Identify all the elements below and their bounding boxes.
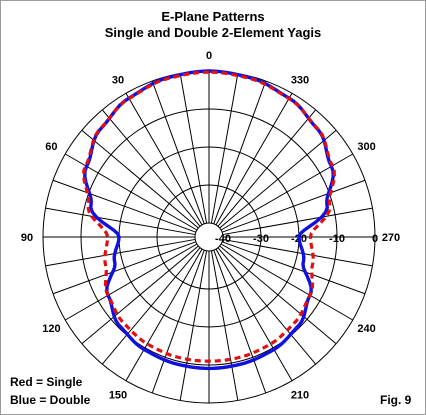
grid-spoke [213,249,267,394]
grid-spoke [52,179,197,233]
figure-label: Fig. 9 [380,393,412,407]
grid-spoke [81,129,199,229]
angle-tick-label: 240 [357,323,375,335]
grid-spoke [222,238,373,267]
radial-tick-label: -30 [253,233,269,245]
polar-grid [42,70,376,404]
chart-subtitle: Single and Double 2-Element Yagis [105,25,321,40]
legend-double: Blue = Double [10,393,91,407]
grid-spoke [45,238,196,267]
angle-tick-label: 0 [206,50,212,62]
grid-spoke [151,249,205,394]
grid-spoke [151,80,205,225]
angle-tick-label: 60 [45,141,57,153]
grid-spoke [219,129,337,229]
grid-spoke [64,243,198,321]
radial-tick-label: -10 [329,233,345,245]
grid-spoke [215,248,293,382]
grid-spoke [52,241,197,295]
grid-spoke [221,179,366,233]
grid-spoke [220,243,354,321]
grid-spoke [213,80,267,225]
grid-spoke [210,73,239,224]
grid-spoke [217,109,317,227]
grid-spoke [81,245,199,345]
grid-spoke [215,92,293,226]
grid-spoke [210,250,239,401]
angle-tick-label: 120 [42,323,60,335]
radial-tick-label: 0 [372,233,378,245]
angle-tick-label: 300 [357,141,375,153]
angle-tick-label: 30 [112,74,124,86]
grid-spoke [179,73,208,224]
radial-tick-label: -40 [215,233,231,245]
chart-title: E-Plane Patterns [161,9,264,24]
grid-spoke [221,241,366,295]
radial-tick-labels: -40 -30 -20 -10 0 [215,233,378,245]
angle-tick-labels: 0306090120150180210240270300330 [21,50,400,415]
legend-single: Red = Single [10,375,83,389]
angle-tick-label: 90 [21,232,33,244]
series-line-single [81,70,337,363]
grid-spoke [125,92,203,226]
grid-spoke [179,250,208,401]
angle-tick-label: 330 [291,74,309,86]
angle-tick-label: 210 [291,390,309,402]
pattern-curves [81,69,337,371]
grid-spoke [222,207,373,236]
grid-spoke [101,247,201,365]
angle-tick-label: 150 [109,390,127,402]
grid-spoke [219,245,337,345]
angle-tick-label: 270 [382,232,400,244]
grid-spoke [125,248,203,382]
grid-spoke [217,247,317,365]
grid-spoke [101,109,201,227]
grid-spoke [45,207,196,236]
